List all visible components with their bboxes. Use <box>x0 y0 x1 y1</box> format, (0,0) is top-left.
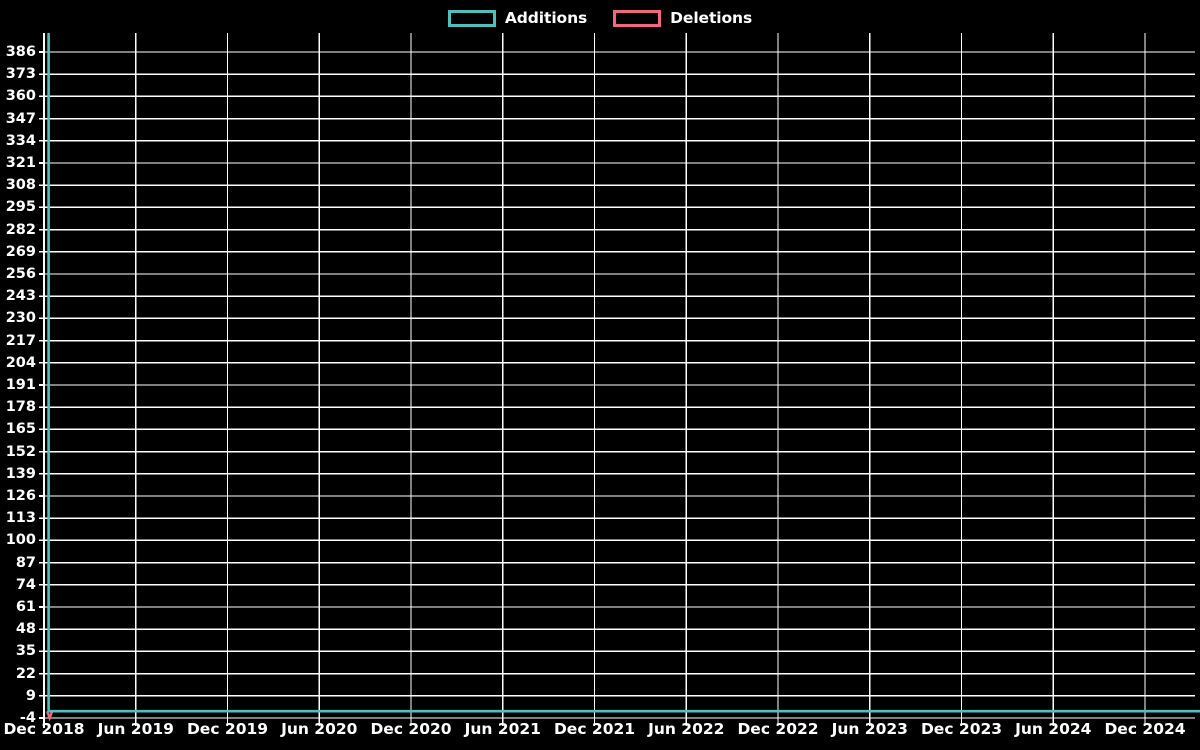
y-tick-label: 100 <box>5 532 36 549</box>
y-tick-label: 191 <box>5 376 36 393</box>
legend-label-additions: Additions <box>504 9 588 27</box>
y-tick-label: 22 <box>15 665 36 682</box>
plot-area <box>39 33 1200 728</box>
y-tick-label: 74 <box>15 576 36 593</box>
x-axis: Dec 2018 Jun 2019 Dec 2019 Jun 2020 Dec 2020… <box>0 720 1200 750</box>
x-tick-label: Jun 2021 <box>464 720 541 738</box>
legend-swatch-deletions <box>613 9 662 27</box>
y-tick-label: 256 <box>5 265 36 282</box>
y-tick-label: 334 <box>5 132 36 149</box>
y-tick-label: 139 <box>5 465 36 482</box>
y-tick-label: 360 <box>5 88 36 105</box>
y-tick-label: 113 <box>5 509 36 526</box>
y-tick-label: 295 <box>5 199 36 216</box>
x-tick-label: Jun 2019 <box>97 720 174 738</box>
chart-legend: Additions Deletions <box>0 0 1200 36</box>
x-tick-label: Jun 2023 <box>831 720 908 738</box>
y-tick-label: -4 <box>19 709 36 726</box>
y-tick-label: 373 <box>5 65 36 82</box>
chart-series <box>46 33 1200 722</box>
y-tick-label: 152 <box>5 443 36 460</box>
x-tick-label: Jun 2020 <box>281 720 358 738</box>
x-tick-label: Jun 2024 <box>1015 720 1092 738</box>
x-tick-label: Dec 2021 <box>553 720 636 738</box>
legend-item-deletions[interactable]: Deletions <box>613 9 752 27</box>
y-tick-label: 204 <box>5 354 36 371</box>
chart-gridlines <box>39 33 1195 728</box>
y-tick-label: 35 <box>15 643 36 660</box>
x-tick-label: Dec 2018 <box>3 720 85 738</box>
y-tick-label: 230 <box>5 310 36 327</box>
y-tick-label: 126 <box>5 487 36 504</box>
y-tick-label: 178 <box>5 398 36 415</box>
y-tick-label: 9 <box>25 687 36 704</box>
x-tick-label: Dec 2024 <box>1104 720 1186 738</box>
x-tick-label: Dec 2019 <box>186 720 269 738</box>
y-tick-label: 321 <box>5 154 36 171</box>
legend-label-deletions: Deletions <box>670 9 753 27</box>
y-tick-label: 282 <box>5 221 36 238</box>
legend-swatch-additions <box>447 9 496 27</box>
series-line-additions <box>47 33 1200 713</box>
x-tick-label: Dec 2022 <box>737 720 819 738</box>
y-tick-label: 347 <box>5 110 36 127</box>
y-tick-label: 217 <box>5 332 36 349</box>
y-tick-label: 243 <box>5 287 36 304</box>
y-axis: 386 373 360 347 334 321 308 295 282 269 256 243 230 2… <box>0 0 36 750</box>
x-tick-label: Dec 2023 <box>920 720 1003 738</box>
y-tick-label: 165 <box>5 421 36 438</box>
y-tick-label: 386 <box>5 43 36 60</box>
x-tick-label: Dec 2020 <box>370 720 452 738</box>
y-tick-label: 48 <box>15 620 36 637</box>
x-tick-label: Jun 2022 <box>648 720 725 738</box>
y-tick-label: 269 <box>5 243 36 260</box>
y-tick-label: 308 <box>5 176 36 193</box>
y-tick-label: 87 <box>15 554 36 571</box>
y-tick-label: 61 <box>15 598 36 615</box>
legend-item-additions[interactable]: Additions <box>447 9 588 27</box>
